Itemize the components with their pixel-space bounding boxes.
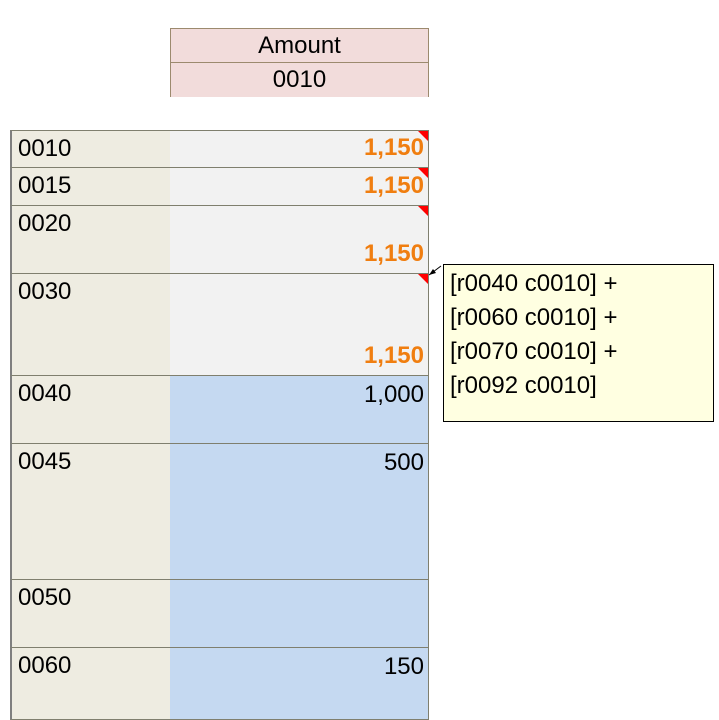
row-code: 0050 [10, 580, 171, 648]
value-cell [170, 580, 429, 648]
row-code: 0030 [10, 274, 171, 376]
cell-value: 1,000 [363, 381, 424, 408]
spreadsheet: {"header": {"title": "Amount", "column_c… [10, 28, 714, 720]
value-cell: 1,150 [170, 274, 429, 376]
comment-indicator [418, 168, 428, 178]
comment-indicator [418, 131, 428, 141]
arrow-line [428, 265, 442, 276]
comment-line: [r0060 c0010] + [450, 304, 618, 331]
cell-value: 500 [383, 449, 424, 476]
value-cell: 1,150 [170, 206, 429, 274]
cell-value: 1,150 [363, 240, 424, 267]
row-code: 0040 [10, 376, 171, 444]
comment-box: [r0040 c0010] + [r0060 c0010] + [r0070 c00… [443, 264, 714, 422]
cell-value: 150 [383, 653, 424, 680]
arrow-head [429, 269, 436, 275]
cell-value: 1,150 [363, 342, 424, 369]
value-cell: 500 [170, 444, 429, 580]
comment-line: [r0070 c0010] + [450, 338, 618, 365]
header-code: 0010 [170, 62, 429, 97]
comment-line: [r0092 c0010] [450, 372, 597, 399]
header-title: Amount [170, 28, 429, 63]
row-code: 0060 [10, 648, 171, 720]
cell-value: 1,150 [363, 134, 424, 161]
row-code: 0045 [10, 444, 171, 580]
comment-indicator [418, 274, 428, 284]
value-cell: 1,150 [170, 130, 429, 168]
row-code: 0010 [10, 130, 171, 168]
row-code: 0020 [10, 206, 171, 274]
row-code: 0015 [10, 168, 171, 206]
value-cell: 150 [170, 648, 429, 720]
value-cell: 1,150 [170, 168, 429, 206]
comment-line: [r0040 c0010] + [450, 270, 618, 297]
comment-indicator [418, 206, 428, 216]
value-cell: 1,000 [170, 376, 429, 444]
cell-value: 1,150 [363, 172, 424, 199]
